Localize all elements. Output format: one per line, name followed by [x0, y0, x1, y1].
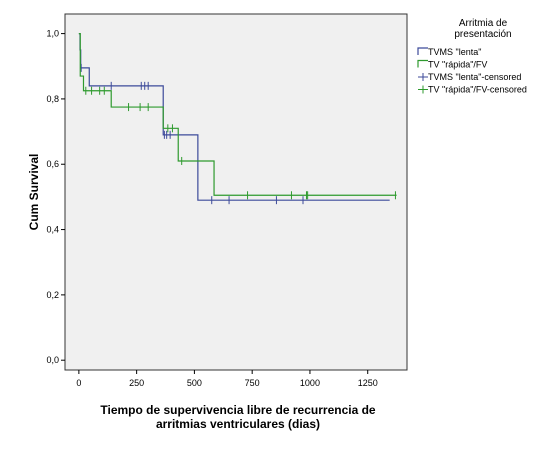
y-tick-label: 0,8 — [46, 94, 59, 104]
series-line-2 — [78, 32, 397, 196]
legend-entry-label: TVMS "lenta" — [428, 47, 481, 57]
legend-title-line-1: Arritmia de — [459, 18, 508, 29]
series-layer — [78, 32, 397, 205]
axes-layer: 0,0 0,2 0,4 0,6 0,8 1,0 0 250 500 750 1000 1250 — [46, 29, 377, 388]
x-tick-label: 0 — [76, 378, 81, 388]
y-tick-label: 0,0 — [46, 355, 59, 365]
legend: Arritmia de presentación TVMS "lenta" TV … — [417, 18, 527, 95]
legend-entry-label: TV "rápida"/FV-censored — [428, 85, 527, 95]
y-axis-title: Cum Survival — [27, 154, 41, 231]
x-tick-label: 1000 — [300, 378, 320, 388]
y-tick-label: 0,6 — [46, 159, 59, 169]
y-tick-label: 1,0 — [46, 29, 59, 39]
x-tick-label: 750 — [245, 378, 260, 388]
legend-entry-label: TV "rápida"/FV — [428, 60, 487, 70]
y-tick-label: 0,4 — [46, 225, 59, 235]
x-tick-label: 1250 — [358, 378, 378, 388]
legend-line-swatch — [417, 47, 428, 55]
plot-area — [64, 13, 408, 371]
x-axis-title-line-1: Tiempo de supervivencia libre de recurre… — [100, 403, 376, 417]
legend-line-swatch — [417, 59, 428, 68]
x-tick-label: 500 — [187, 378, 202, 388]
x-tick-label: 250 — [129, 378, 144, 388]
y-tick-label: 0,2 — [46, 290, 59, 300]
x-axis-title-line-2: arritmias ventriculares (dias) — [156, 417, 320, 431]
legend-entry-label: TVMS "lenta"-censored — [428, 72, 521, 82]
legend-title-line-2: presentación — [454, 29, 511, 40]
